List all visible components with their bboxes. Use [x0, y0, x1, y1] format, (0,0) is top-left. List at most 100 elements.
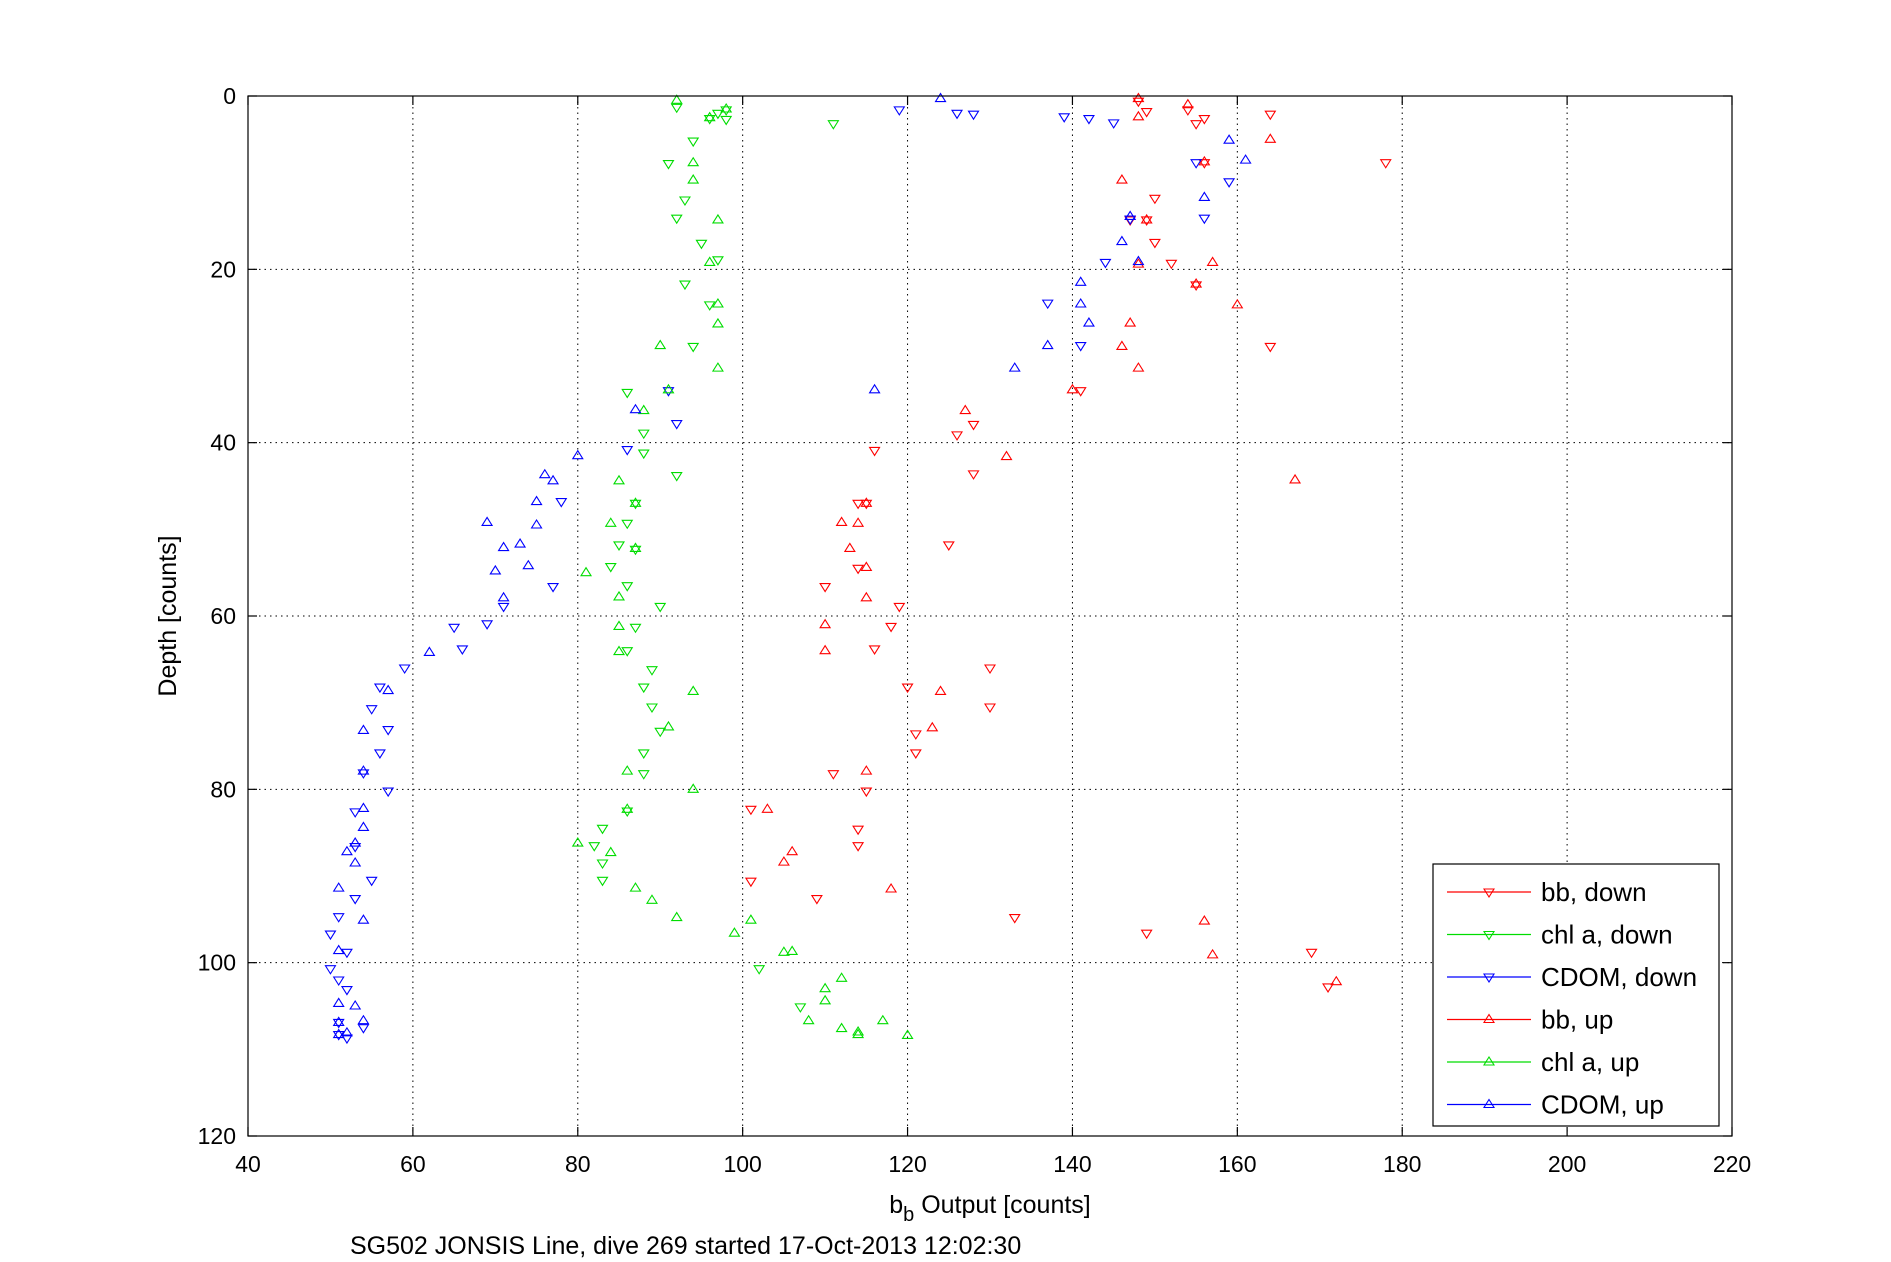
data-point — [1206, 948, 1219, 959]
data-point — [398, 664, 411, 675]
data-point — [852, 1028, 865, 1039]
data-point — [596, 859, 609, 870]
data-point — [852, 825, 865, 836]
data-point — [1198, 214, 1211, 225]
data-point — [810, 894, 823, 905]
data-point — [596, 824, 609, 835]
data-point — [357, 1024, 370, 1034]
y-tick-label: 0 — [223, 83, 236, 109]
data-point — [629, 623, 642, 634]
data-point — [332, 913, 345, 923]
data-point — [629, 882, 642, 892]
data-point — [761, 803, 774, 813]
data-point — [687, 685, 700, 695]
data-point — [687, 174, 700, 184]
data-point — [349, 837, 362, 847]
data-point — [1223, 178, 1236, 188]
data-point — [621, 519, 634, 530]
data-point — [1115, 174, 1128, 184]
data-point — [373, 683, 386, 694]
data-point — [571, 837, 584, 847]
data-point — [357, 821, 370, 832]
data-point — [687, 783, 700, 793]
data-point — [934, 685, 947, 695]
data-point — [794, 1003, 807, 1013]
data-point — [868, 383, 881, 394]
data-point — [637, 749, 650, 759]
data-point — [1140, 929, 1153, 940]
data-point — [695, 239, 708, 250]
data-point — [530, 518, 543, 529]
x-tick-label: 160 — [1218, 1151, 1256, 1177]
x-tick-label: 40 — [235, 1151, 261, 1177]
data-point — [382, 684, 395, 695]
data-point — [340, 948, 353, 959]
data-point — [1190, 281, 1203, 291]
data-point — [621, 765, 634, 775]
data-point — [1190, 120, 1203, 130]
data-point — [720, 115, 733, 126]
data-point — [843, 542, 856, 552]
data-point — [332, 1016, 345, 1027]
data-point — [1165, 259, 1178, 270]
data-point — [662, 387, 675, 397]
data-point — [1223, 134, 1236, 144]
legend-label: CDOM, down — [1541, 962, 1697, 992]
data-point — [645, 703, 658, 714]
data-point — [711, 109, 724, 120]
data-point — [637, 770, 650, 780]
data-point — [654, 339, 667, 350]
data-point — [1124, 210, 1137, 221]
data-point — [654, 727, 667, 738]
data-point — [629, 499, 642, 510]
data-point — [349, 999, 362, 1010]
legend: bb, down chl a, down CDOM, down bb, up chl a… — [1432, 863, 1720, 1127]
data-point — [728, 927, 741, 937]
data-point — [1124, 215, 1137, 226]
legend-marker — [1483, 1055, 1495, 1066]
data-point — [357, 1014, 370, 1025]
data-point — [621, 446, 634, 456]
data-point — [827, 770, 840, 780]
data-point — [1066, 383, 1079, 394]
data-point — [1082, 317, 1095, 327]
x-tick-label: 120 — [888, 1151, 926, 1177]
data-point — [357, 724, 370, 734]
data-point — [481, 620, 494, 630]
data-point — [456, 645, 469, 655]
data-point — [604, 563, 617, 573]
data-point — [1140, 216, 1153, 226]
data-point — [687, 137, 700, 148]
data-point — [744, 877, 757, 888]
data-point — [984, 664, 996, 675]
legend-label: chl a, up — [1541, 1047, 1639, 1077]
data-point — [670, 94, 683, 104]
data-point — [332, 1031, 345, 1041]
data-point — [349, 856, 362, 867]
data-point — [860, 765, 873, 775]
data-point — [1264, 110, 1277, 121]
x-axis-ticks: 40 60 80 100 120 140 160 180 200 220 — [235, 96, 1751, 1177]
data-point — [1140, 108, 1153, 118]
data-point — [1198, 114, 1211, 125]
legend-label: chl a, down — [1541, 920, 1673, 950]
y-tick-label: 20 — [210, 256, 236, 282]
data-point — [497, 602, 510, 613]
data-point — [645, 894, 658, 904]
data-point — [1074, 276, 1087, 286]
data-point — [860, 787, 873, 798]
data-point — [860, 497, 873, 507]
data-point — [852, 517, 865, 527]
data-point — [489, 564, 502, 575]
data-point — [967, 420, 980, 431]
legend-marker — [1483, 930, 1495, 941]
data-point — [1041, 299, 1054, 310]
data-point — [852, 1025, 865, 1036]
data-point — [1058, 113, 1071, 123]
legend-marker — [1483, 973, 1495, 984]
data-point — [1074, 342, 1087, 352]
data-point — [670, 214, 683, 225]
data-point — [876, 1014, 889, 1025]
data-point — [629, 542, 642, 552]
data-point — [1132, 255, 1145, 266]
